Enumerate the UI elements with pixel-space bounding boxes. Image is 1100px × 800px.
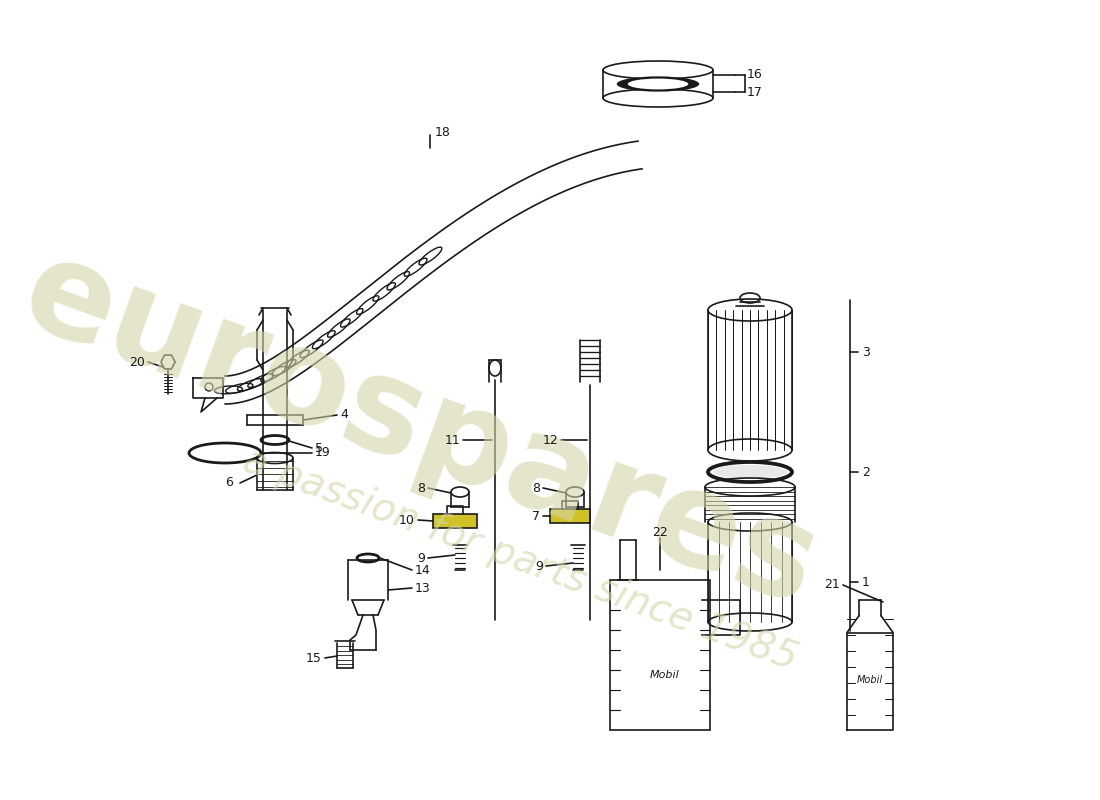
Text: 22: 22 <box>652 526 668 538</box>
Text: eurospares: eurospares <box>7 228 834 632</box>
Text: 4: 4 <box>340 409 348 422</box>
Text: 12: 12 <box>542 434 558 446</box>
Text: 17: 17 <box>747 86 763 98</box>
Text: 15: 15 <box>306 651 322 665</box>
Text: 8: 8 <box>532 482 540 494</box>
Text: 21: 21 <box>824 578 840 591</box>
Text: 5: 5 <box>315 442 323 454</box>
Text: 19: 19 <box>315 446 331 459</box>
Text: 18: 18 <box>434 126 451 138</box>
Text: 9: 9 <box>535 559 543 573</box>
Ellipse shape <box>195 446 255 460</box>
Ellipse shape <box>713 465 786 479</box>
Text: 2: 2 <box>862 466 870 478</box>
Ellipse shape <box>617 76 700 92</box>
Text: 3: 3 <box>862 346 870 358</box>
Text: 6: 6 <box>226 477 233 490</box>
Ellipse shape <box>628 78 689 90</box>
Text: 20: 20 <box>129 355 145 369</box>
Text: 10: 10 <box>399 514 415 526</box>
Text: 13: 13 <box>415 582 431 594</box>
Text: 8: 8 <box>417 482 425 494</box>
Polygon shape <box>433 514 477 528</box>
Text: 7: 7 <box>532 510 540 522</box>
Text: 11: 11 <box>444 434 460 446</box>
Text: 14: 14 <box>415 563 431 577</box>
Bar <box>610 580 710 730</box>
Text: Mobil: Mobil <box>650 670 680 680</box>
Text: 9: 9 <box>417 551 425 565</box>
Text: 1: 1 <box>862 575 870 589</box>
Text: 16: 16 <box>747 69 762 82</box>
Text: a passion for parts since 1985: a passion for parts since 1985 <box>238 442 802 678</box>
Text: Mobil: Mobil <box>857 675 883 685</box>
Polygon shape <box>550 509 590 523</box>
